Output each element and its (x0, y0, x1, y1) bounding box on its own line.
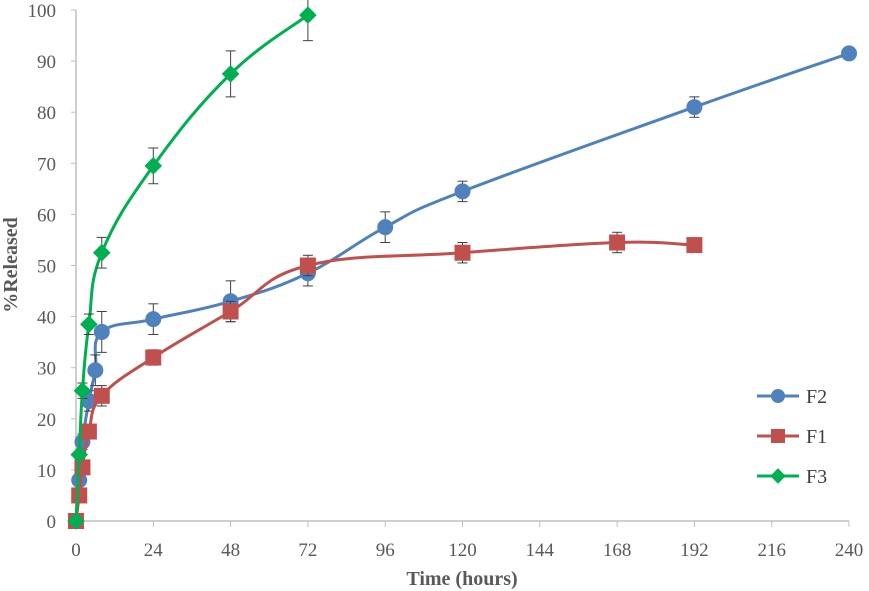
legend-label-f3: F3 (806, 466, 827, 488)
legend-item-f3: F3 (757, 466, 827, 488)
series-line-f3 (74, 13, 309, 522)
legend-marker-f2 (771, 389, 785, 403)
plot-area (67, 0, 857, 530)
data-point-f2 (145, 311, 162, 328)
x-tick-label: 0 (71, 540, 81, 561)
x-tick-labels: 0 24 48 72 96 120 144 168 192 216 240 (71, 521, 863, 561)
legend-item-f1: F1 (757, 426, 827, 448)
x-tick-label: 240 (835, 540, 864, 561)
y-tick-label: 80 (37, 103, 56, 124)
series-f3 (67, 0, 317, 530)
data-point-f2 (93, 323, 110, 340)
data-point-f3 (80, 315, 98, 334)
data-point-f2 (87, 362, 104, 379)
x-tick-label: 48 (221, 540, 240, 561)
data-point-f3 (73, 381, 92, 400)
y-tick-label: 100 (28, 1, 57, 22)
data-point-f1 (80, 423, 97, 440)
legend-label-f2: F2 (806, 386, 827, 408)
x-tick-label: 72 (298, 540, 317, 561)
legend-marker-f3 (770, 468, 786, 484)
series-f1 (68, 231, 703, 529)
y-tick-label: 0 (47, 512, 57, 533)
x-tick-label: 192 (680, 540, 709, 561)
y-tick-label: 60 (37, 205, 56, 226)
y-tick-label: 70 (37, 154, 56, 175)
data-point-f3 (221, 65, 240, 83)
data-point-f1 (299, 257, 316, 274)
data-point-f3 (70, 445, 89, 464)
data-point-f1 (145, 349, 162, 366)
data-point-f1 (454, 244, 471, 261)
y-tick-label: 50 (37, 257, 56, 278)
data-point-f1 (93, 387, 110, 404)
y-tick-label: 90 (37, 52, 56, 73)
y-tick-labels: 0 10 20 30 40 50 60 70 80 90 100 (28, 1, 76, 533)
legend-marker-f1 (771, 429, 785, 443)
data-point-f1 (609, 234, 626, 251)
y-tick-label: 10 (37, 461, 56, 482)
axes (75, 10, 849, 522)
x-tick-label: 24 (144, 540, 164, 561)
data-point-f2 (454, 183, 471, 200)
data-point-f3 (299, 6, 317, 24)
data-point-f1 (222, 303, 239, 320)
y-axis-title: %Released (0, 217, 22, 313)
legend-label-f1: F1 (806, 426, 827, 448)
data-point-f2 (377, 219, 394, 236)
y-tick-label: 20 (37, 410, 56, 431)
y-tick-label: 30 (37, 359, 56, 380)
x-axis-title: Time (hours) (406, 568, 517, 590)
x-tick-label: 120 (448, 540, 477, 561)
data-point-f2 (841, 45, 857, 62)
x-tick-label: 96 (376, 540, 395, 561)
series-f2 (68, 45, 857, 529)
data-point-f2 (686, 99, 703, 116)
series-line-f2 (74, 52, 850, 522)
x-tick-label: 168 (603, 540, 632, 561)
x-tick-label: 216 (757, 540, 786, 561)
series-line-f1 (74, 240, 695, 522)
data-point-f3 (92, 243, 111, 262)
x-tick-label: 144 (526, 540, 555, 561)
data-point-f3 (144, 157, 163, 175)
data-point-f1 (71, 487, 88, 504)
y-tick-label: 40 (37, 308, 56, 329)
legend-item-f2: F2 (757, 386, 827, 408)
data-point-f3 (67, 512, 85, 530)
data-point-f1 (686, 237, 703, 254)
legend: F2 F1 F3 (757, 386, 827, 488)
